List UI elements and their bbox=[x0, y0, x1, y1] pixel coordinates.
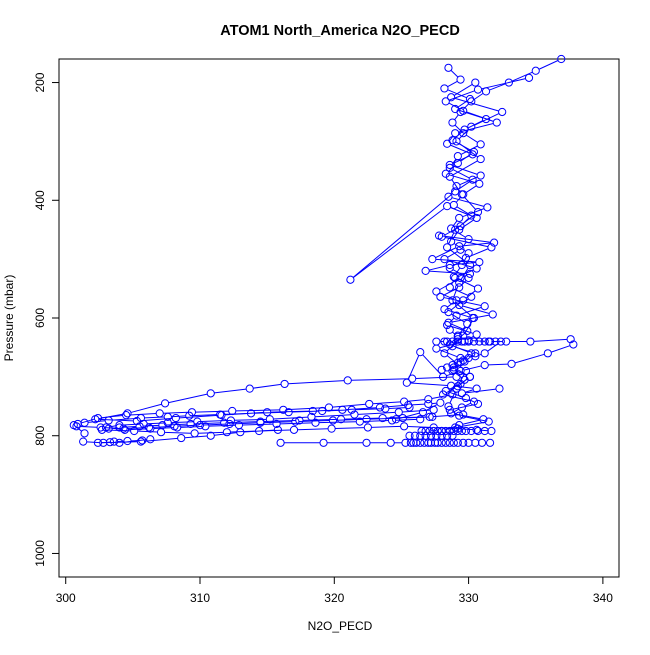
chart-title: ATOM1 North_America N2O_PECD bbox=[220, 23, 460, 39]
y-tick-label: 400 bbox=[33, 190, 47, 210]
x-tick-label: 300 bbox=[56, 591, 76, 605]
x-axis-label: N2O_PECD bbox=[308, 619, 373, 633]
x-tick-label: 320 bbox=[324, 591, 344, 605]
y-axis-label: Pressure (mbar) bbox=[2, 275, 16, 362]
x-tick-label: 310 bbox=[190, 591, 210, 605]
y-tick-label: 200 bbox=[33, 72, 47, 92]
x-tick-label: 340 bbox=[593, 591, 613, 605]
y-tick-label: 600 bbox=[33, 308, 47, 328]
y-tick-label: 1000 bbox=[33, 540, 47, 567]
y-tick-label: 800 bbox=[33, 425, 47, 445]
x-tick-label: 330 bbox=[459, 591, 479, 605]
